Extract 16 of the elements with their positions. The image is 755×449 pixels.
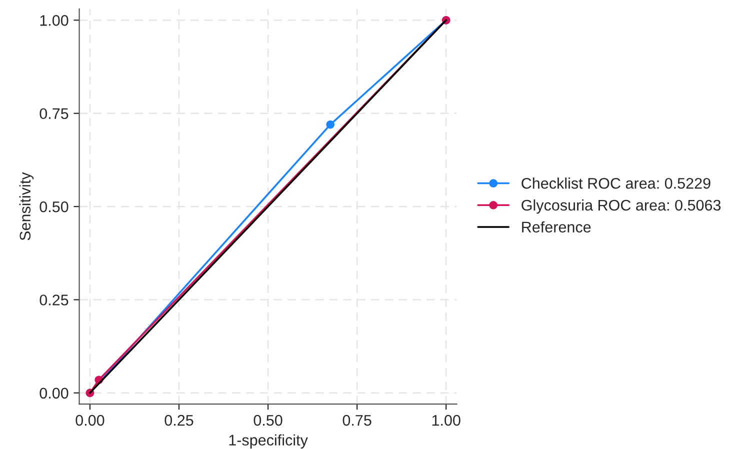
x-tick-label: 0.25 [164,414,194,426]
x-tick-label: 0.50 [254,414,282,426]
x-tick-label: 0.00 [76,414,104,426]
y-axis-title: Sensitivity [19,172,34,240]
y-tick-label: 0.25 [40,294,68,306]
x-tick-label: 1.00 [432,414,460,426]
y-tick-label: 0.75 [40,108,68,120]
x-tick-label: 0.75 [342,414,372,426]
legend-label: Glycosuria ROC area: 0.5063 [522,199,721,214]
legend-label: Reference [522,221,591,233]
legend-label: Checklist ROC area: 0.5229 [522,178,710,189]
point [326,120,335,129]
y-tick-label: 0.00 [40,388,68,399]
y-tick-label: 0.50 [40,201,68,212]
y-tick-label: 1.00 [40,15,68,26]
x-axis-title: 1-specificity [229,434,308,449]
